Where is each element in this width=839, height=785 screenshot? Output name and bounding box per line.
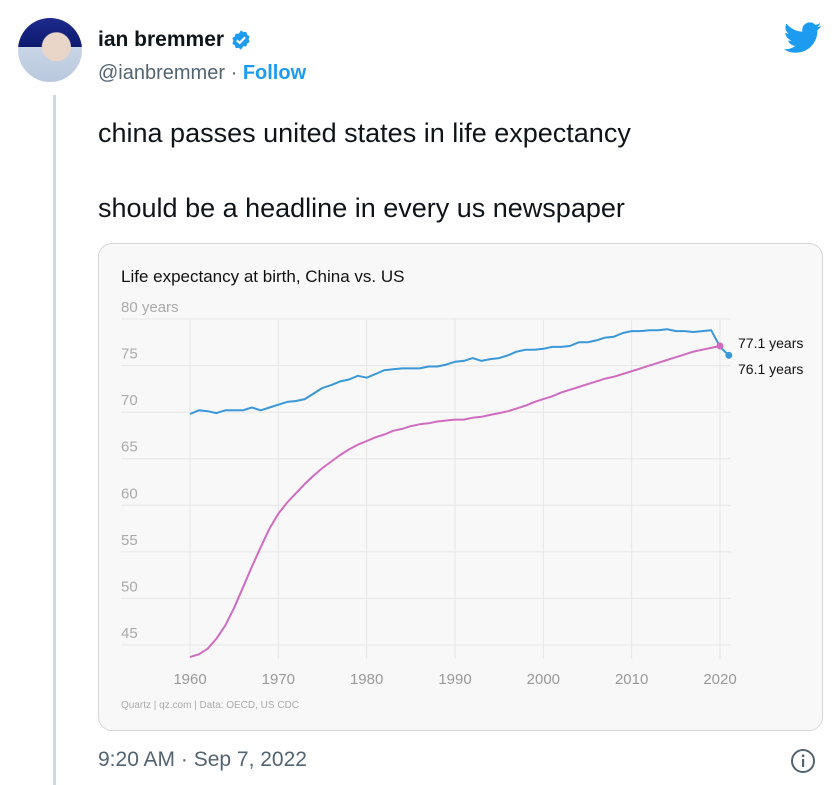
y-tick-label: 65	[121, 439, 138, 456]
series-end-point-1	[716, 342, 724, 350]
tweet-text-line-2: should be a headline in every us newspap…	[98, 193, 625, 223]
x-tick-label: 1960	[173, 671, 206, 688]
x-tick-label: 1990	[438, 671, 471, 688]
avatar[interactable]	[18, 18, 82, 82]
verified-badge-icon	[232, 30, 250, 50]
follow-button[interactable]: Follow	[242, 62, 307, 84]
x-tick-label: 1980	[350, 671, 383, 688]
y-tick-label: 45	[121, 625, 138, 642]
series-line-0	[189, 328, 730, 415]
series-end-label-0: 76.1 years	[738, 361, 803, 377]
timestamp[interactable]: 9:20 AM · Sep 7, 2022	[98, 748, 307, 771]
x-tick-label: 2010	[615, 671, 648, 688]
series-line-1	[189, 345, 721, 659]
life-expectancy-chart: Life expectancy at birth, China vs. US 8…	[121, 267, 803, 711]
chart-source: Quartz | qz.com | Data: OECD, US CDC	[121, 700, 299, 711]
author-name-row[interactable]: ian bremmer	[98, 28, 252, 52]
handle-row: @ianbremmer · Follow	[98, 62, 306, 85]
twitter-bird-icon[interactable]	[784, 22, 822, 54]
series-end-point-0	[725, 351, 733, 359]
x-tick-label: 2020	[703, 671, 736, 688]
y-tick-label: 75	[121, 346, 138, 363]
y-tick-label: 70	[121, 392, 138, 409]
y-tick-label: 60	[121, 485, 138, 502]
y-tick-label: 55	[121, 532, 138, 549]
separator: ·	[230, 62, 238, 84]
y-tick-label: 50	[121, 578, 138, 595]
y-tick-label: 80 years	[121, 299, 179, 316]
handle[interactable]: @ianbremmer	[98, 62, 226, 84]
chart-image-card[interactable]: Life expectancy at birth, China vs. US 8…	[98, 243, 823, 731]
chart-title: Life expectancy at birth, China vs. US	[121, 267, 404, 286]
x-tick-label: 2000	[527, 671, 560, 688]
tweet-text-line-1: china passes united states in life expec…	[98, 118, 631, 148]
thread-line	[53, 95, 56, 785]
series-end-label-1: 77.1 years	[738, 335, 803, 351]
x-tick-label: 1970	[262, 671, 295, 688]
info-icon[interactable]	[790, 748, 816, 774]
author-name[interactable]: ian bremmer	[98, 28, 225, 51]
